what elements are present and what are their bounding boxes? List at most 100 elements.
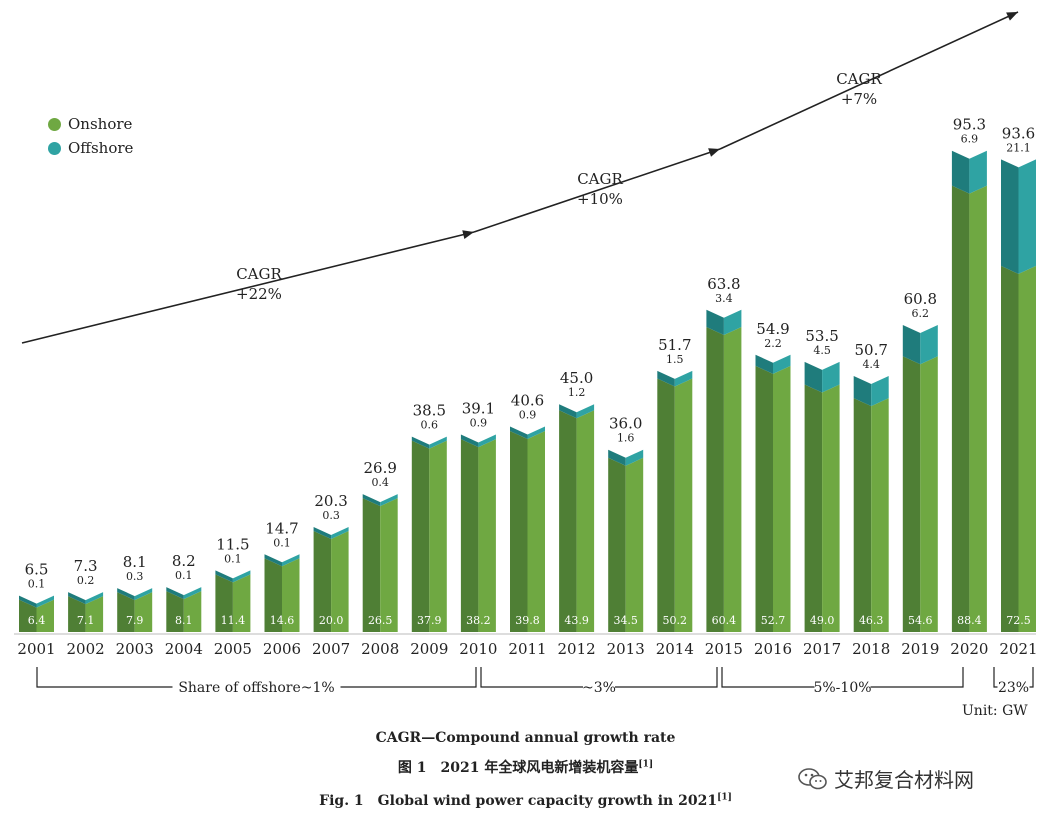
offshore-value-label: 4.4 [862,358,880,371]
bar-onshore-2004-left-face [166,591,184,632]
bar-onshore-2010-right-face [478,439,496,632]
cagr-trend-line [719,11,1019,150]
onshore-value-label: 6.4 [28,614,46,627]
cagr-rate-label: +22% [236,285,282,303]
figure-caption-cn-text: 图 1 2021 年全球风电新增装机容量 [397,760,639,776]
unit-label: Unit: GW [962,703,1028,719]
total-value-label: 95.3 [953,116,986,134]
bar-offshore-2006 [264,554,300,567]
bar-onshore-2005 [215,574,251,632]
bar-onshore-2009 [411,440,447,632]
onshore-value-label: 20.0 [319,614,344,627]
total-value-label: 11.5 [216,535,249,553]
total-value-label: 14.7 [265,519,298,537]
bar-onshore-2018-right-face [871,398,889,632]
bar-offshore-2002 [68,592,104,605]
year-tick-label: 2013 [607,640,645,658]
onshore-value-label: 38.2 [466,614,491,627]
onshore-value-label: 7.9 [126,614,144,627]
share-bracket-label: Share of offshore~1% [178,680,334,696]
total-value-label: 26.9 [363,459,396,477]
bar-onshore-2002 [68,596,104,632]
bar-offshore-2005-left-face [215,570,233,583]
cagr-label: CAGR [836,70,882,88]
bar-onshore-2005-left-face [215,574,233,632]
total-value-label: 51.7 [658,336,691,354]
onshore-value-label: 60.4 [712,614,737,627]
bar-onshore-2021-right-face [1018,265,1036,632]
bar-offshore-2018-left-face [853,375,872,407]
offshore-value-label: 0.1 [28,578,46,591]
offshore-value-label: 1.6 [617,432,635,445]
bar-onshore-2017-right-face [822,384,840,632]
total-value-label: 50.7 [854,341,887,359]
bar-onshore-2003-left-face [117,592,135,632]
legend-label-offshore: Offshore [68,139,134,157]
wechat-icon [798,767,827,789]
onshore-value-label: 88.4 [957,614,982,627]
bar-offshore-2017-left-face [804,361,823,393]
bar-offshore-2021 [1001,159,1036,274]
bar-onshore-2007 [313,531,349,632]
bar-offshore-2007-right-face [331,527,349,539]
year-tick-label: 2008 [361,640,399,658]
offshore-value-label: 2.2 [764,337,782,350]
bar-onshore-2012 [559,410,595,632]
bar-onshore-2020-right-face [969,185,987,632]
total-value-label: 40.6 [511,391,544,409]
bar-offshore-2018 [853,375,889,407]
onshore-value-label: 37.9 [417,614,442,627]
year-tick-label: 2009 [410,640,448,658]
year-tick-label: 2018 [852,640,890,658]
onshore-value-label: 52.7 [761,614,786,627]
bar-offshore-2015-left-face [706,309,724,335]
bar-offshore-2015-right-face [723,309,742,335]
watermark-text: 艾邦复合材料网 [834,768,974,792]
onshore-value-label: 7.1 [77,614,95,627]
bar-onshore-2020-left-face [951,185,970,632]
year-tick-label: 2010 [459,640,497,658]
total-value-label: 53.5 [805,327,838,345]
year-tick-label: 2021 [999,640,1037,658]
offshore-value-label: 1.5 [666,353,684,366]
offshore-value-label: 0.1 [224,552,242,565]
bar-offshore-2012-left-face [559,404,577,419]
bar-offshore-2003-left-face [117,588,135,601]
bar-onshore-2009-right-face [429,440,447,632]
bar-offshore-2007 [313,527,349,539]
bar-onshore-2008-right-face [380,498,398,632]
cagr-trend-layer: CAGR +22% CAGR +10% CAGR +7% [21,11,1019,344]
bar-offshore-2001 [19,595,54,608]
bar-onshore-2008-left-face [362,498,381,632]
bar-onshore-2013-right-face [625,457,644,632]
offshore-value-label: 0.9 [470,417,488,430]
bar-offshore-2010 [460,434,496,448]
legend: Onshore Offshore [48,112,133,160]
bar-offshore-2003-right-face [134,588,153,601]
total-value-label: 8.2 [172,552,196,570]
share-bracket-label-bg [172,678,341,696]
bar-onshore-2018 [853,398,889,632]
total-value-label: 6.5 [25,561,49,579]
bars-layer [19,150,1036,632]
bar-onshore-2013-left-face [608,457,626,632]
total-value-label: 45.0 [560,369,593,387]
bar-onshore-2021-left-face [1001,265,1019,632]
year-tick-label: 2006 [263,640,301,658]
share-bracket-label: ~3% [582,680,616,696]
bar-onshore-2001-left-face [19,599,37,632]
bar-offshore-2021-right-face [1018,159,1036,274]
onshore-value-label: 8.1 [175,614,193,627]
bar-offshore-2006-left-face [264,554,282,567]
legend-item-offshore[interactable]: Offshore [48,136,133,160]
legend-item-onshore[interactable]: Onshore [48,112,133,136]
total-value-label: 60.8 [904,290,937,308]
bar-offshore-2016-right-face [773,354,791,374]
x-axis-layer: 2001 2002 2003 2004 2005 2006 2007 2008 2009 2010… [14,633,1038,658]
bar-onshore-2004 [166,591,202,632]
cagr-label: CAGR [577,170,623,188]
bar-offshore-2002-right-face [85,592,104,605]
bar-onshore-2014-right-face [674,378,693,632]
offshore-value-label: 0.6 [421,419,439,432]
bar-offshore-2001-left-face [19,595,37,608]
